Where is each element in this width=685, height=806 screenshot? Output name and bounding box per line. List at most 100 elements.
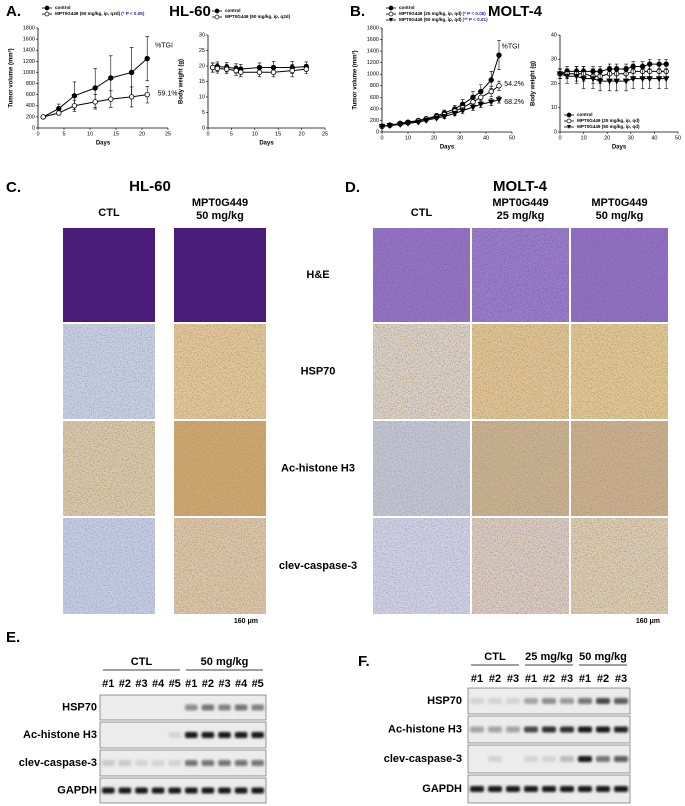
histology-texture <box>63 228 155 322</box>
legend-marker <box>214 14 220 20</box>
annotation: %TGI <box>502 43 520 50</box>
band <box>542 698 556 704</box>
panel-title: HL-60 <box>169 3 211 20</box>
legend-marker <box>566 112 572 118</box>
histology-texture <box>571 324 668 419</box>
band <box>218 760 231 766</box>
marker <box>469 104 477 111</box>
band <box>470 786 484 792</box>
blot-label: GAPDH <box>422 783 462 795</box>
y-tick-label: 1800 <box>23 25 35 31</box>
y-tick-label: 1600 <box>367 37 379 43</box>
band <box>234 787 248 794</box>
band <box>560 726 574 733</box>
x-tick-label: 10 <box>87 131 93 137</box>
y-tick-label: 600 <box>26 92 35 98</box>
marker <box>108 75 114 81</box>
histology-texture <box>63 421 155 516</box>
blot-label: GAPDH <box>57 784 97 796</box>
marker <box>40 114 46 120</box>
band <box>201 760 215 766</box>
histology-texture <box>472 518 569 614</box>
column-header: MPT0G449 <box>492 197 548 209</box>
band <box>542 726 556 733</box>
band <box>152 732 165 738</box>
band <box>578 756 592 762</box>
marker <box>596 78 604 85</box>
band <box>168 787 181 794</box>
y-tick-label: 15 <box>199 79 205 85</box>
marker <box>415 119 422 126</box>
band <box>524 698 538 704</box>
band <box>542 756 556 762</box>
marker <box>303 66 309 72</box>
y-tick-label: 200 <box>26 114 35 120</box>
band <box>201 732 215 738</box>
histology-texture <box>174 324 266 419</box>
annotation: 59.1% <box>158 90 178 97</box>
band <box>596 698 610 704</box>
histology-texture <box>373 518 470 614</box>
y-tick-label: 10 <box>199 94 205 100</box>
x-tick-label: 25 <box>322 131 328 137</box>
stain-label: H&E <box>306 269 329 281</box>
marker <box>144 55 150 62</box>
band <box>152 705 165 711</box>
blot-label: Ac-histone H3 <box>388 723 462 735</box>
histology-texture <box>571 518 668 614</box>
band <box>524 756 538 762</box>
x-tick-label: 0 <box>206 131 209 137</box>
band <box>506 698 520 704</box>
marker <box>441 114 448 120</box>
stain-label: Ac-histone H3 <box>281 462 355 474</box>
marker <box>108 96 114 102</box>
y-tick-label: 30 <box>551 57 557 63</box>
y-axis-label: Body weight (g) <box>179 59 185 104</box>
group-label: CTL <box>484 651 506 663</box>
band <box>185 787 198 794</box>
histology-texture <box>63 324 155 419</box>
y-tick-label: 20 <box>199 63 205 69</box>
lane-label: #1 <box>471 673 483 685</box>
band <box>506 786 520 792</box>
x-tick-label: 0 <box>558 135 561 141</box>
band <box>168 705 181 711</box>
y-tick-label: 400 <box>370 106 379 112</box>
marker <box>128 94 135 100</box>
histology-texture <box>472 324 569 419</box>
histology-texture <box>174 518 266 614</box>
legend-note: (** P < 0.01) <box>463 17 489 22</box>
y-tick-label: 800 <box>370 83 379 89</box>
column-header: 50 mg/kg <box>196 210 244 222</box>
stain-label: clev-caspase-3 <box>279 560 357 572</box>
marker <box>488 77 494 83</box>
y-tick-label: 1400 <box>367 49 379 55</box>
y-tick-label: 0 <box>554 129 557 135</box>
column-header: MPT0G449 <box>192 197 248 209</box>
group-label: 25 mg/kg <box>525 651 573 663</box>
marker <box>613 78 620 85</box>
lane-label: #2 <box>202 678 214 690</box>
band <box>488 756 502 762</box>
panel-label: D. <box>345 179 360 196</box>
band <box>488 698 502 704</box>
lane-label: #1 <box>525 673 537 685</box>
x-tick-label: 40 <box>483 135 489 141</box>
x-tick-label: 30 <box>457 135 463 141</box>
band <box>151 787 165 794</box>
marker <box>396 122 404 128</box>
band <box>151 760 165 766</box>
band <box>234 732 248 738</box>
legend-label: MPT0G449 (50 mg/kg, ip, q2d) <box>55 11 121 16</box>
marker <box>495 97 503 104</box>
legend-marker <box>44 5 50 11</box>
band <box>185 704 198 711</box>
lane-label: #5 <box>252 678 264 690</box>
marker <box>629 76 637 83</box>
band <box>234 760 248 766</box>
marker <box>386 123 394 130</box>
scale-label: 160 μm <box>636 618 660 625</box>
x-tick-label: 20 <box>299 131 305 137</box>
panel-title: HL-60 <box>129 178 171 195</box>
